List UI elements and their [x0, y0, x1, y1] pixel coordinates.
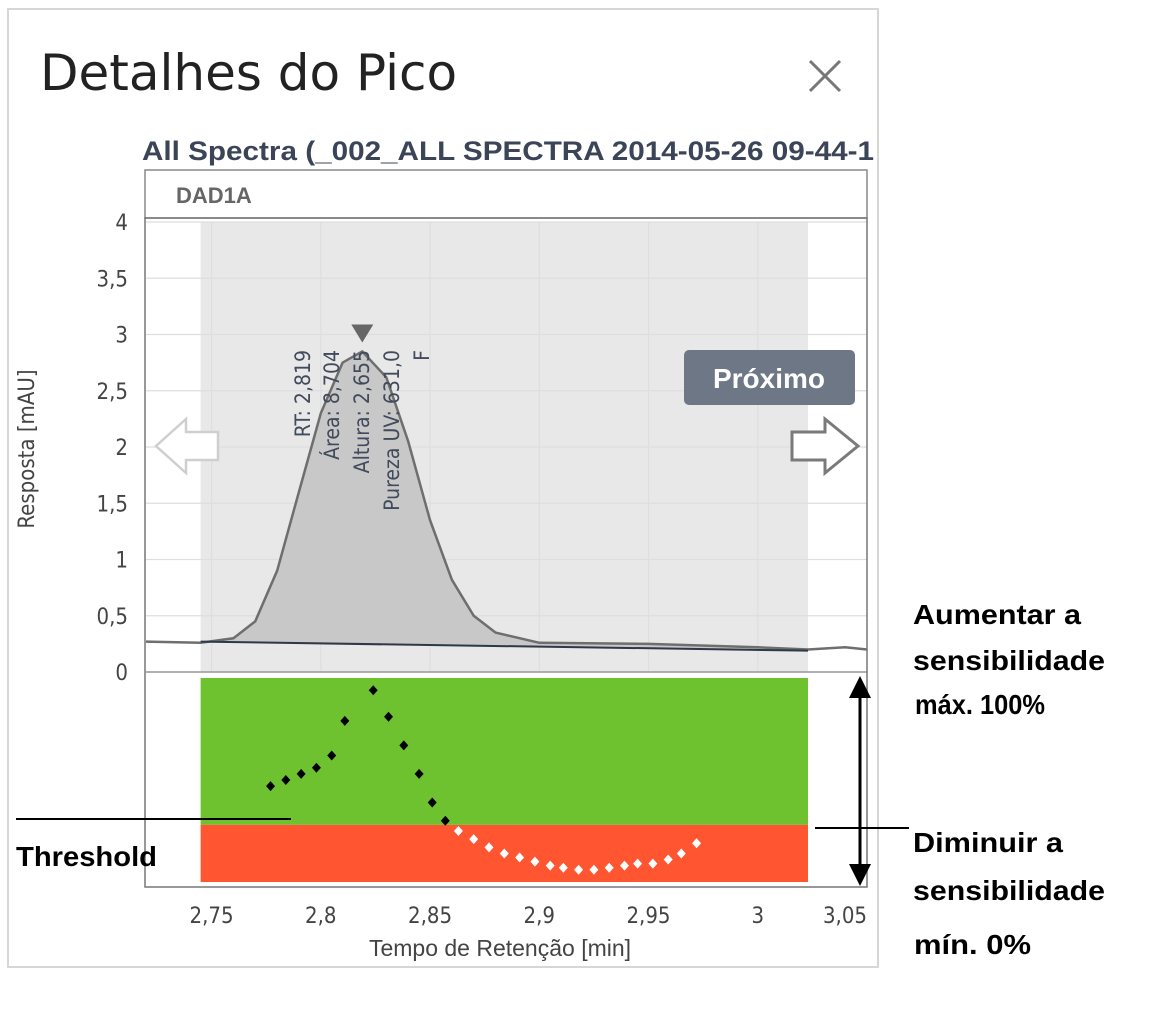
purity-point: [545, 860, 555, 871]
x-tick-label: 2,85: [408, 904, 452, 929]
x-axis-title: Tempo de Retenção [min]: [369, 935, 631, 961]
decrease-line-2: sensibilidade: [913, 875, 1105, 906]
peak-info-labels: RT: 2,819 Área: 8,704 Altura: 2,655 Pureza …: [291, 350, 434, 511]
purity-point: [399, 740, 409, 751]
y-tick-label: 0: [115, 661, 128, 686]
purity-point: [676, 848, 686, 859]
y-tick-label: 2: [115, 436, 128, 461]
y-axis-ticks: 0 0,5 1 1,5 2 2,5 3 3,5 4: [97, 211, 128, 686]
x-tick-label: 2,8: [305, 904, 336, 929]
x-axis-ticks: 2,75 2,8 2,85 2,9 2,95 3 3,05: [190, 904, 868, 929]
peak-area-fill: [200, 351, 809, 651]
purity-point: [440, 815, 450, 826]
baseline-line: [200, 640, 809, 652]
decrease-line-1: Diminuir a: [913, 827, 1063, 858]
purity-point: [530, 856, 540, 867]
threshold-label: Threshold: [16, 841, 157, 872]
chart-frame: [144, 217, 868, 888]
vertical-double-arrow-icon: [849, 676, 871, 886]
purity-point: [296, 768, 306, 779]
x-tick-label: 2,75: [190, 904, 234, 929]
purity-point: [327, 750, 337, 761]
purity-point: [414, 768, 424, 779]
peak-label: Altura: 2,655: [350, 350, 374, 473]
purity-point: [427, 797, 437, 808]
chromatogram-plot: [146, 349, 867, 652]
increase-sensitivity-note: Aumentar a sensibilidade máx. 100%: [913, 599, 1105, 720]
purity-point: [499, 848, 509, 859]
purity-point: [604, 862, 614, 873]
previous-peak-button[interactable]: [154, 416, 220, 476]
y-tick-label: 2,5: [97, 380, 128, 405]
purity-point: [692, 838, 702, 849]
purity-point: [281, 775, 291, 785]
purity-point: [619, 860, 629, 871]
signal-line: [146, 349, 867, 651]
purity-point: [648, 858, 658, 869]
signal-label: DAD1A: [176, 183, 252, 208]
horizontal-gridlines: [146, 221, 867, 673]
peak-label: F: [410, 350, 434, 361]
y-tick-label: 0,5: [97, 605, 128, 630]
peak-label: Área: 8,704: [319, 350, 344, 460]
signal-tab: [144, 169, 868, 219]
x-tick-label: 2,95: [626, 904, 670, 929]
increase-line-1: Aumentar a: [913, 599, 1081, 630]
peak-label: RT: 2,819: [291, 350, 315, 437]
increase-line-2: sensibilidade: [913, 645, 1105, 676]
y-axis-title: Resposta [mAU]: [15, 369, 40, 528]
y-tick-label: 3: [115, 324, 128, 349]
purity-band-good: [200, 678, 809, 825]
y-tick-label: 1,5: [97, 492, 128, 517]
y-tick-label: 4: [115, 211, 128, 236]
x-tick-label: 2,9: [524, 904, 555, 929]
peak-label: Pureza UV: 631,0: [380, 350, 404, 511]
purity-ratio-points: [266, 685, 702, 875]
decrease-line-3: mín. 0%: [914, 929, 1031, 960]
next-button[interactable]: [684, 350, 855, 405]
purity-point: [663, 854, 673, 865]
purity-point: [558, 862, 568, 873]
purity-point: [484, 842, 494, 853]
dialog-title: Detalhes do Pico: [40, 44, 457, 102]
purity-point: [469, 834, 479, 845]
next-peak-button-group[interactable]: Próximo: [684, 350, 861, 477]
arrow-left-icon: [154, 416, 220, 476]
y-tick-label: 1: [115, 549, 128, 574]
decrease-sensitivity-note: Diminuir a sensibilidade mín. 0%: [913, 827, 1105, 960]
purity-point: [340, 715, 350, 726]
arrow-right-icon[interactable]: [790, 415, 861, 477]
purity-point: [368, 685, 378, 696]
increase-line-3: máx. 100%: [915, 689, 1045, 720]
chromatogram-subtitle: All Spectra (_002_ALL SPECTRA 2014-05-26…: [142, 136, 874, 166]
purity-point: [384, 711, 394, 722]
purity-point: [515, 852, 525, 863]
purity-point: [589, 864, 599, 875]
x-tick-label: 3: [751, 904, 764, 929]
next-button-label: Próximo: [713, 363, 825, 394]
purity-point: [574, 864, 584, 875]
purity-point: [311, 762, 321, 773]
x-tick-label: 3,05: [823, 904, 867, 929]
purity-point: [266, 781, 276, 792]
peak-apex-marker: [351, 324, 374, 343]
y-tick-label: 3,5: [97, 267, 128, 292]
close-icon[interactable]: [800, 52, 848, 100]
purity-point: [633, 858, 643, 869]
purity-point: [453, 826, 463, 836]
